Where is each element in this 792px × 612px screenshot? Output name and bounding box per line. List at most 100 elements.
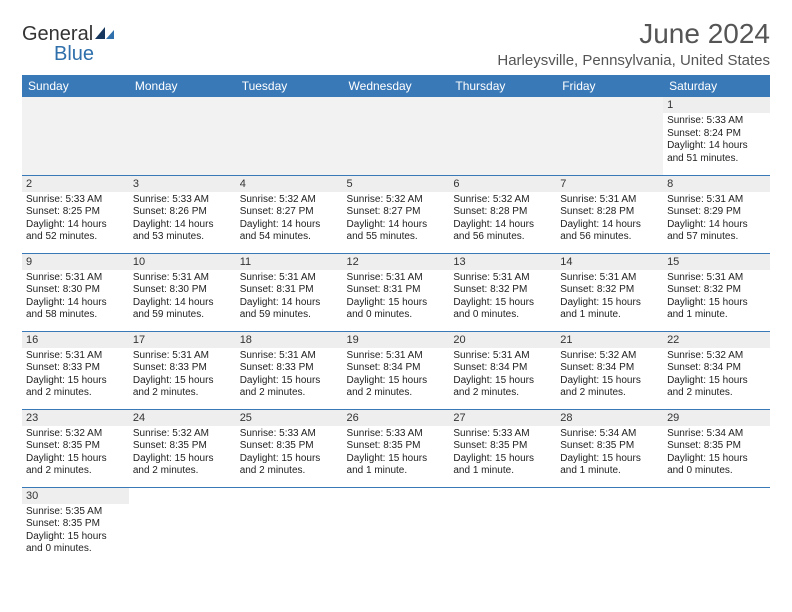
day-info-line: Daylight: 15 hours	[560, 297, 659, 310]
calendar-cell: 26Sunrise: 5:33 AMSunset: 8:35 PMDayligh…	[343, 409, 450, 487]
day-number: 17	[129, 332, 236, 348]
calendar-cell	[22, 97, 129, 175]
day-info-line: Sunset: 8:35 PM	[560, 440, 659, 453]
day-info: Sunrise: 5:32 AMSunset: 8:27 PMDaylight:…	[343, 192, 450, 248]
calendar-cell: 3Sunrise: 5:33 AMSunset: 8:26 PMDaylight…	[129, 175, 236, 253]
day-number: 8	[663, 176, 770, 192]
day-info-line: Sunrise: 5:32 AM	[26, 428, 125, 441]
day-number: 14	[556, 254, 663, 270]
day-info-line: and 0 minutes.	[347, 309, 446, 322]
day-info: Sunrise: 5:34 AMSunset: 8:35 PMDaylight:…	[556, 426, 663, 482]
day-info-line: Daylight: 15 hours	[453, 375, 552, 388]
day-info-line: Daylight: 14 hours	[133, 297, 232, 310]
day-info: Sunrise: 5:31 AMSunset: 8:32 PMDaylight:…	[556, 270, 663, 326]
day-info: Sunrise: 5:32 AMSunset: 8:27 PMDaylight:…	[236, 192, 343, 248]
day-info-line: Sunset: 8:31 PM	[347, 284, 446, 297]
day-info-line: Sunset: 8:32 PM	[667, 284, 766, 297]
day-info-line: Sunrise: 5:33 AM	[347, 428, 446, 441]
day-info-line: Sunrise: 5:31 AM	[667, 272, 766, 285]
day-info-line: and 56 minutes.	[560, 231, 659, 244]
day-info: Sunrise: 5:33 AMSunset: 8:24 PMDaylight:…	[663, 113, 770, 169]
calendar-cell: 11Sunrise: 5:31 AMSunset: 8:31 PMDayligh…	[236, 253, 343, 331]
day-info-line: Sunset: 8:35 PM	[667, 440, 766, 453]
day-info-line: Sunset: 8:34 PM	[560, 362, 659, 375]
day-info-line: Daylight: 15 hours	[453, 297, 552, 310]
calendar-cell: 10Sunrise: 5:31 AMSunset: 8:30 PMDayligh…	[129, 253, 236, 331]
day-number: 16	[22, 332, 129, 348]
day-info-line: and 2 minutes.	[347, 387, 446, 400]
day-number: 11	[236, 254, 343, 270]
day-info-line: Daylight: 15 hours	[667, 297, 766, 310]
day-info: Sunrise: 5:34 AMSunset: 8:35 PMDaylight:…	[663, 426, 770, 482]
calendar-cell	[449, 487, 556, 565]
calendar-row: 9Sunrise: 5:31 AMSunset: 8:30 PMDaylight…	[22, 253, 770, 331]
day-info-line: Daylight: 14 hours	[133, 219, 232, 232]
day-info-line: Sunset: 8:28 PM	[453, 206, 552, 219]
day-info-line: Sunrise: 5:32 AM	[347, 194, 446, 207]
day-info-line: Sunset: 8:31 PM	[240, 284, 339, 297]
calendar-cell: 12Sunrise: 5:31 AMSunset: 8:31 PMDayligh…	[343, 253, 450, 331]
day-number: 26	[343, 410, 450, 426]
day-number: 12	[343, 254, 450, 270]
day-info-line: Daylight: 14 hours	[453, 219, 552, 232]
day-info-line: and 2 minutes.	[240, 465, 339, 478]
day-info: Sunrise: 5:32 AMSunset: 8:28 PMDaylight:…	[449, 192, 556, 248]
day-info-line: Daylight: 14 hours	[560, 219, 659, 232]
calendar-cell: 20Sunrise: 5:31 AMSunset: 8:34 PMDayligh…	[449, 331, 556, 409]
day-info-line: Sunset: 8:26 PM	[133, 206, 232, 219]
logo: General Blue	[22, 24, 115, 64]
calendar-cell: 2Sunrise: 5:33 AMSunset: 8:25 PMDaylight…	[22, 175, 129, 253]
day-info: Sunrise: 5:33 AMSunset: 8:35 PMDaylight:…	[236, 426, 343, 482]
day-info-line: Sunset: 8:32 PM	[560, 284, 659, 297]
day-number: 24	[129, 410, 236, 426]
calendar-body: 1Sunrise: 5:33 AMSunset: 8:24 PMDaylight…	[22, 97, 770, 565]
day-info: Sunrise: 5:31 AMSunset: 8:33 PMDaylight:…	[22, 348, 129, 404]
day-info-line: and 1 minute.	[453, 465, 552, 478]
day-number: 6	[449, 176, 556, 192]
calendar-cell: 22Sunrise: 5:32 AMSunset: 8:34 PMDayligh…	[663, 331, 770, 409]
day-info-line: Sunset: 8:30 PM	[133, 284, 232, 297]
calendar-cell: 25Sunrise: 5:33 AMSunset: 8:35 PMDayligh…	[236, 409, 343, 487]
day-info-line: Sunrise: 5:33 AM	[667, 115, 766, 128]
header: General Blue June 2024 Harleysville, Pen…	[22, 18, 770, 69]
day-info-line: Sunset: 8:35 PM	[240, 440, 339, 453]
weekday-mon: Monday	[129, 75, 236, 97]
day-info: Sunrise: 5:31 AMSunset: 8:32 PMDaylight:…	[449, 270, 556, 326]
sail-icon	[93, 25, 115, 41]
day-info-line: and 59 minutes.	[133, 309, 232, 322]
calendar-cell: 21Sunrise: 5:32 AMSunset: 8:34 PMDayligh…	[556, 331, 663, 409]
day-info-line: and 56 minutes.	[453, 231, 552, 244]
weekday-header-row: Sunday Monday Tuesday Wednesday Thursday…	[22, 75, 770, 97]
calendar-cell	[556, 97, 663, 175]
day-info-line: Sunrise: 5:31 AM	[347, 350, 446, 363]
day-info-line: Daylight: 15 hours	[560, 375, 659, 388]
day-info-line: and 54 minutes.	[240, 231, 339, 244]
calendar-cell	[129, 97, 236, 175]
day-info: Sunrise: 5:31 AMSunset: 8:31 PMDaylight:…	[236, 270, 343, 326]
day-info: Sunrise: 5:33 AMSunset: 8:26 PMDaylight:…	[129, 192, 236, 248]
day-info-line: and 59 minutes.	[240, 309, 339, 322]
day-info-line: Daylight: 15 hours	[133, 375, 232, 388]
day-info-line: Sunrise: 5:32 AM	[133, 428, 232, 441]
day-info-line: Sunrise: 5:31 AM	[453, 350, 552, 363]
day-number: 9	[22, 254, 129, 270]
day-info-line: Sunset: 8:27 PM	[347, 206, 446, 219]
day-info-line: and 1 minute.	[560, 309, 659, 322]
day-info-line: Sunset: 8:27 PM	[240, 206, 339, 219]
day-info-line: Daylight: 15 hours	[347, 453, 446, 466]
weekday-wed: Wednesday	[343, 75, 450, 97]
calendar-cell: 9Sunrise: 5:31 AMSunset: 8:30 PMDaylight…	[22, 253, 129, 331]
day-number: 25	[236, 410, 343, 426]
day-number: 21	[556, 332, 663, 348]
day-info-line: Sunset: 8:35 PM	[453, 440, 552, 453]
day-info-line: Sunrise: 5:33 AM	[240, 428, 339, 441]
day-info: Sunrise: 5:33 AMSunset: 8:35 PMDaylight:…	[449, 426, 556, 482]
day-info: Sunrise: 5:32 AMSunset: 8:35 PMDaylight:…	[129, 426, 236, 482]
weekday-fri: Friday	[556, 75, 663, 97]
day-info-line: and 2 minutes.	[133, 465, 232, 478]
calendar-cell	[236, 487, 343, 565]
day-info-line: Sunrise: 5:31 AM	[453, 272, 552, 285]
day-info-line: and 2 minutes.	[26, 387, 125, 400]
day-info-line: and 1 minute.	[667, 309, 766, 322]
day-info-line: and 2 minutes.	[453, 387, 552, 400]
